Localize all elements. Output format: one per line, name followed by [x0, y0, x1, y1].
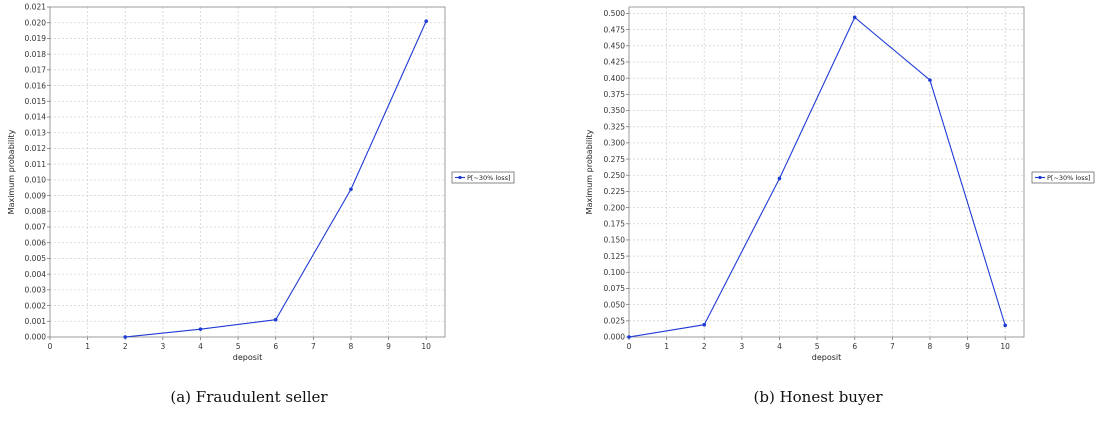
y-tick-label: 0.003: [25, 286, 47, 295]
x-tick-label: 8: [928, 342, 933, 351]
x-tick-label: 3: [160, 342, 165, 351]
x-tick-label: 1: [664, 342, 669, 351]
y-tick-label: 0.020: [25, 18, 47, 27]
x-tick-label: 7: [311, 342, 316, 351]
y-tick-label: 0.015: [25, 97, 47, 106]
y-tick-label: 0.001: [25, 317, 47, 326]
data-point: [123, 335, 128, 339]
data-point: [1003, 323, 1007, 328]
y-tick-label: 0.014: [25, 113, 47, 122]
data-point: [928, 78, 932, 82]
x-tick-label: 6: [273, 342, 278, 351]
data-point: [273, 317, 278, 322]
y-tick-label: 0.007: [25, 223, 47, 232]
y-tick-label: 0.025: [604, 317, 626, 326]
data-point: [424, 19, 428, 23]
y-tick-label: 0.012: [25, 144, 47, 153]
caption-b: (b) Honest buyer: [753, 388, 883, 406]
y-tick-label: 0.125: [604, 252, 626, 261]
data-point: [349, 187, 353, 192]
legend-marker: [458, 175, 462, 180]
y-tick-label: 0.000: [25, 333, 47, 342]
y-tick-label: 0.200: [604, 203, 626, 212]
y-tick-label: 0.021: [25, 3, 47, 12]
y-tick-label: 0.009: [25, 191, 47, 200]
x-tick-label: 5: [815, 342, 820, 351]
y-axis-label: Maximum probability: [585, 129, 594, 214]
y-tick-label: 0.050: [604, 300, 626, 309]
x-axis-label: deposit: [233, 353, 263, 362]
y-tick-label: 0.250: [604, 171, 626, 180]
x-tick-label: 7: [890, 342, 895, 351]
y-tick-label: 0.000: [604, 333, 626, 342]
x-tick-label: 9: [386, 342, 391, 351]
x-tick-label: 4: [777, 342, 782, 351]
y-tick-label: 0.002: [25, 301, 47, 310]
data-point: [702, 322, 707, 327]
y-tick-label: 0.500: [604, 9, 626, 18]
y-tick-label: 0.175: [604, 219, 626, 228]
y-tick-label: 0.475: [604, 25, 626, 34]
plot-area: [629, 7, 1024, 337]
legend-marker: [1038, 175, 1042, 180]
y-tick-label: 0.100: [604, 268, 626, 277]
legend: P[~30% loss]: [451, 171, 515, 184]
x-tick-label: 0: [48, 342, 53, 351]
y-tick-label: 0.006: [25, 238, 47, 247]
x-tick-label: 3: [739, 342, 744, 351]
y-tick-label: 0.375: [604, 90, 626, 99]
legend: P[~30% loss]: [1031, 171, 1095, 184]
y-tick-label: 0.010: [25, 176, 47, 185]
x-tick-label: 0: [627, 342, 632, 351]
y-axis-label: Maximum probability: [7, 129, 16, 214]
x-tick-label: 2: [123, 342, 128, 351]
y-tick-label: 0.225: [604, 187, 626, 196]
x-tick-label: 6: [852, 342, 857, 351]
plot-frame: [628, 6, 1025, 338]
data-point: [852, 15, 857, 20]
x-tick-label: 9: [965, 342, 970, 351]
x-tick-label: 8: [349, 342, 354, 351]
data-point: [198, 327, 203, 331]
y-tick-label: 0.011: [25, 160, 47, 169]
x-tick-label: 10: [1000, 342, 1010, 351]
y-tick-label: 0.018: [25, 50, 47, 59]
data-point: [627, 335, 631, 339]
y-tick-label: 0.400: [604, 74, 626, 83]
y-tick-label: 0.300: [604, 139, 626, 148]
caption-a: (a) Fraudulent seller: [170, 388, 328, 406]
y-tick-label: 0.005: [25, 254, 47, 263]
legend-box: [1031, 171, 1095, 184]
series-line: [628, 16, 1006, 338]
chart-fraudulent-seller: 0 1 2 3 4 5 6 7 8 9 10 0.000 0.001 0.002 0.003 0.004 0.0…: [7, 3, 515, 362]
y-tick-label: 0.075: [604, 284, 626, 293]
legend-label: P[~30% loss]: [1047, 174, 1091, 182]
y-tick-label: 0.016: [25, 81, 47, 90]
y-tick-label: 0.008: [25, 207, 47, 216]
x-tick-label: 5: [236, 342, 241, 351]
y-tick-label: 0.450: [604, 42, 626, 51]
y-tick-label: 0.325: [604, 122, 626, 131]
y-tick-label: 0.017: [25, 66, 47, 75]
x-tick-label: 2: [702, 342, 707, 351]
plot-frame: [49, 6, 446, 338]
y-tick-label: 0.425: [604, 58, 626, 67]
y-tick-label: 0.019: [25, 34, 47, 43]
legend-label: P[~30% loss]: [467, 174, 511, 182]
x-tick-label: 4: [198, 342, 203, 351]
x-tick-label: 10: [421, 342, 431, 351]
plot-area: [50, 7, 445, 337]
y-tick-label: 0.275: [604, 155, 626, 164]
x-tick-label: 1: [85, 342, 90, 351]
data-point: [777, 176, 782, 181]
y-tick-label: 0.150: [604, 236, 626, 245]
chart-honest-buyer: 0 1 2 3 4 5 6 7 8 9 10 0.000 0.025 0.050 0.075 0.100 0.1…: [585, 6, 1095, 362]
x-axis-label: deposit: [812, 353, 842, 362]
legend-box: [451, 171, 515, 184]
y-tick-label: 0.013: [25, 128, 47, 137]
y-tick-label: 0.004: [25, 270, 47, 279]
y-tick-label: 0.350: [604, 106, 626, 115]
